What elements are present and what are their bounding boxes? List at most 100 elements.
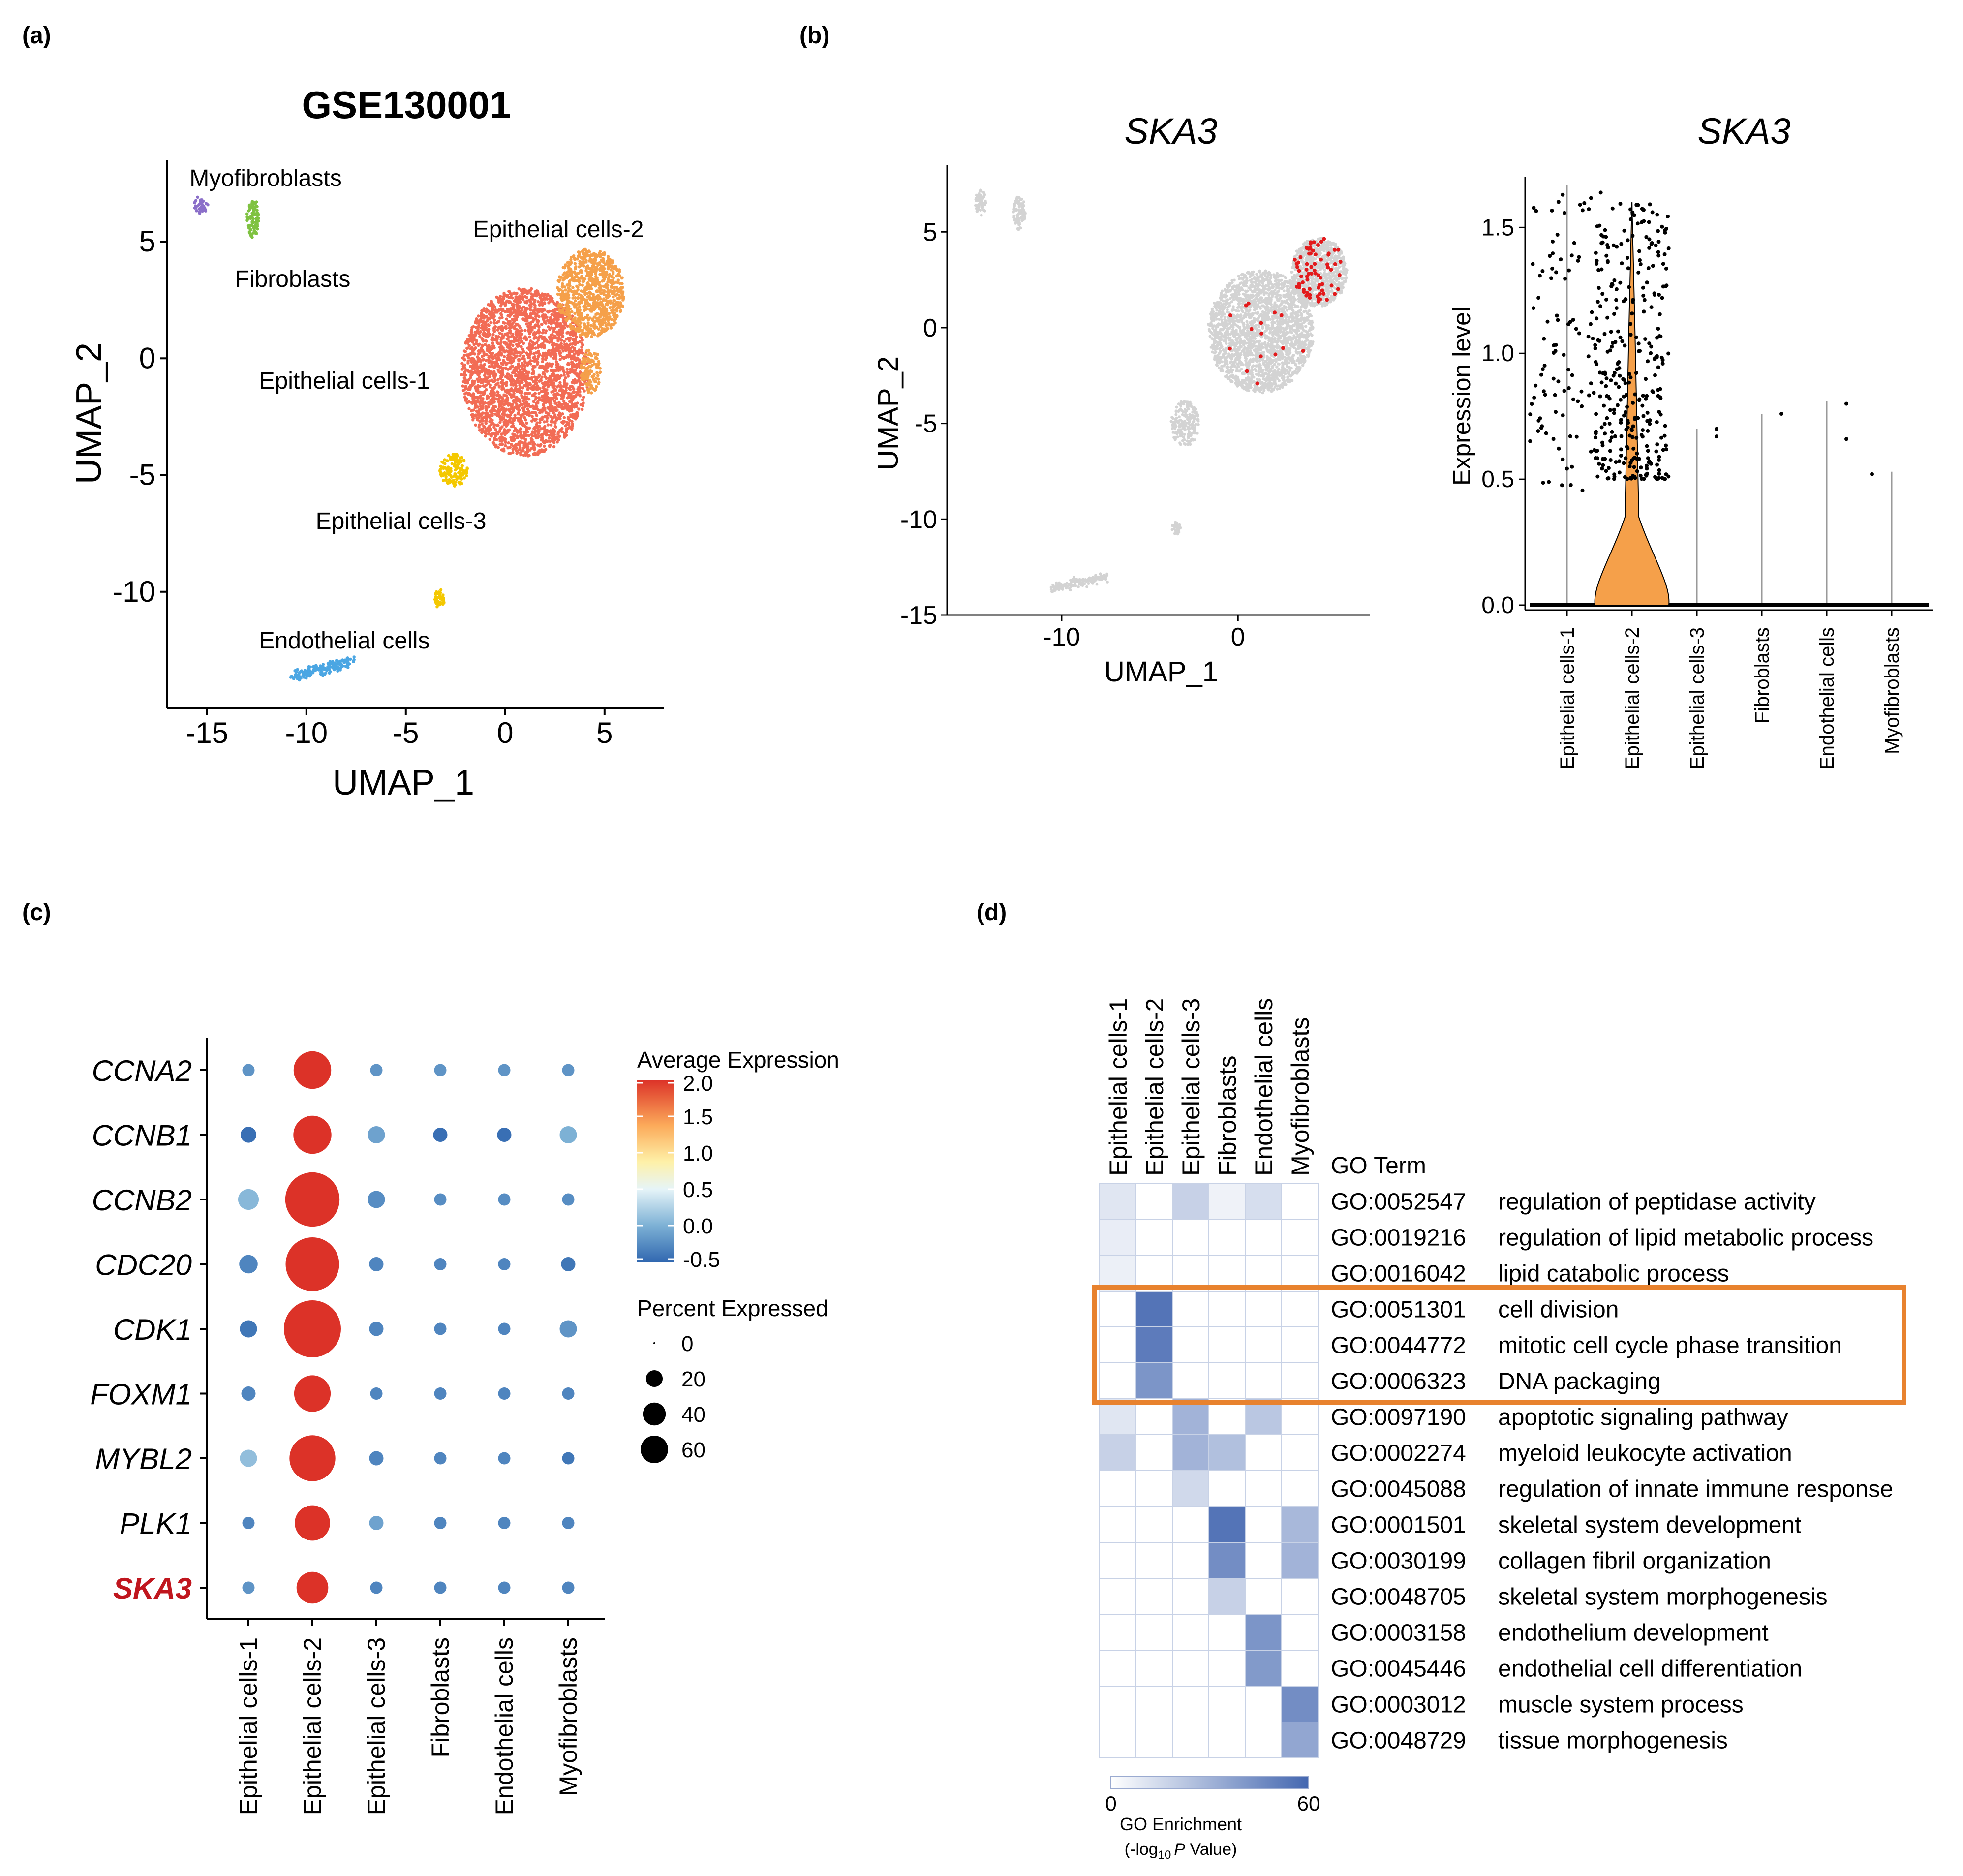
cell-point-epithelial-cells-1 — [504, 424, 508, 428]
cell-point-fibroblasts — [248, 231, 252, 235]
cell-point-epithelial-cells-2 — [575, 273, 578, 277]
cell-point-epithelial-cells-2 — [573, 327, 577, 331]
cell-point-epithelial-cells-1 — [498, 316, 502, 320]
panel-a-y-tick-label: -5 — [129, 459, 155, 492]
cell-point-epithelial-cells-1 — [501, 363, 504, 366]
cell-point-epithelial-cells-2 — [569, 289, 573, 293]
cell-point-epithelial-cells-1 — [538, 365, 542, 368]
cell-point-epithelial-cells-1 — [527, 398, 531, 401]
cell-point-epithelial-cells-1 — [478, 331, 481, 335]
cell-point-epithelial-cells-2 — [561, 273, 565, 277]
cell-point-epithelial-cells-1 — [505, 431, 508, 435]
cell-point-epithelial-cells-2 — [617, 301, 621, 305]
cell-point-epithelial-cells-1 — [486, 348, 490, 351]
cell-point-epithelial-cells-2 — [587, 254, 590, 257]
cell-point-epithelial-cells-1 — [471, 366, 475, 369]
cell-point-endothelial-cells — [296, 668, 299, 672]
cell-point-epithelial-cells-1 — [532, 302, 536, 306]
cell-point-fibroblasts — [255, 200, 258, 204]
cell-point-epithelial-cells-1 — [524, 322, 528, 326]
cell-point-epithelial-cells-1 — [509, 296, 513, 300]
cell-point-epithelial-cells-1 — [524, 307, 527, 310]
cell-point-epithelial-cells-1 — [487, 356, 491, 359]
cell-point-epithelial-cells-1 — [503, 428, 506, 431]
cell-point-epithelial-cells-1 — [532, 406, 536, 410]
cell-point-epithelial-cells-1 — [562, 416, 566, 419]
cell-point-epithelial-cells-1 — [579, 383, 582, 387]
cell-point-epithelial-cells-2 — [594, 275, 598, 278]
cell-point-epithelial-cells-1 — [527, 454, 531, 457]
cluster-label-epithelial-cells-2: Epithelial cells-2 — [473, 216, 644, 243]
cell-point-epithelial-cells-1 — [519, 451, 522, 455]
cell-point-fibroblasts — [253, 212, 257, 215]
cell-point-epithelial-cells-1 — [488, 304, 491, 308]
cell-point-epithelial-cells-2 — [617, 268, 621, 272]
cell-point-epithelial-cells-1 — [570, 427, 574, 431]
cell-point-epithelial-cells-2 — [592, 362, 596, 366]
cell-point-epithelial-cells-2 — [601, 322, 605, 325]
cell-point-background — [1308, 309, 1311, 312]
cell-point-epithelial-cells-1 — [483, 425, 486, 429]
cell-point-epithelial-cells-1 — [466, 354, 470, 358]
cell-point-epithelial-cells-1 — [528, 383, 532, 386]
cell-point-myofibroblasts — [193, 206, 197, 210]
cell-point-epithelial-cells-1 — [477, 416, 481, 420]
cell-point-epithelial-cells-1 — [478, 396, 482, 400]
cell-point-epithelial-cells-1 — [576, 412, 579, 416]
cell-point-epithelial-cells-1 — [471, 350, 475, 354]
cell-point-epithelial-cells-2 — [575, 284, 579, 288]
cell-point-epithelial-cells-1 — [512, 444, 515, 448]
cell-point-epithelial-cells-2 — [603, 293, 606, 297]
cell-point-epithelial-cells-1 — [522, 407, 525, 411]
cell-point-epithelial-cells-1 — [476, 399, 479, 402]
cell-point-epithelial-cells-1 — [573, 346, 577, 350]
cell-point-epithelial-cells-2 — [619, 309, 623, 312]
cell-point-epithelial-cells-1 — [506, 310, 509, 313]
cell-point-epithelial-cells-1 — [463, 358, 466, 362]
cell-point-epithelial-cells-1 — [481, 339, 485, 343]
cell-point-epithelial-cells-1 — [545, 388, 549, 392]
cell-point-epithelial-cells-2 — [586, 327, 590, 331]
cell-point-epithelial-cells-1 — [534, 398, 537, 401]
cell-point-epithelial-cells-1 — [493, 318, 496, 322]
cell-point-epithelial-cells-2 — [601, 303, 605, 307]
cell-point-epithelial-cells-1 — [579, 403, 583, 407]
cell-point-epithelial-cells-2 — [587, 382, 591, 385]
cell-point-epithelial-cells-1 — [488, 413, 492, 417]
cell-point-epithelial-cells-2 — [566, 261, 570, 264]
cell-point-epithelial-cells-1 — [568, 355, 572, 358]
cell-point-epithelial-cells-2 — [571, 296, 575, 300]
cell-point-epithelial-cells-1 — [484, 434, 487, 438]
cell-point-epithelial-cells-1 — [519, 390, 522, 393]
cell-point-epithelial-cells-2 — [589, 369, 592, 373]
cell-point-epithelial-cells-2 — [581, 283, 584, 287]
cell-point-epithelial-cells-1 — [503, 413, 506, 417]
cell-point-epithelial-cells-1 — [566, 363, 570, 366]
cell-point-epithelial-cells-2 — [590, 354, 594, 358]
cell-point-epithelial-cells-1 — [557, 335, 561, 339]
cell-point-epithelial-cells-1 — [548, 336, 552, 340]
cell-point-epithelial-cells-1 — [555, 397, 559, 400]
cell-point-epithelial-cells-1 — [555, 393, 558, 397]
cell-point-epithelial-cells-1 — [510, 407, 514, 410]
cell-point-epithelial-cells-1 — [521, 449, 524, 452]
cell-point-epithelial-cells-1 — [550, 340, 553, 343]
cell-point-epithelial-cells-1 — [558, 381, 562, 385]
cell-point-epithelial-cells-2 — [573, 311, 577, 315]
cell-point-epithelial-cells-1 — [506, 356, 510, 360]
cell-point-epithelial-cells-1 — [554, 357, 558, 361]
cell-point-epithelial-cells-1 — [553, 388, 557, 392]
cell-point-epithelial-cells-1 — [551, 362, 554, 366]
cell-point-epithelial-cells-1 — [502, 291, 506, 295]
cell-point-epithelial-cells-1 — [514, 401, 518, 405]
cell-point-epithelial-cells-1 — [565, 368, 569, 371]
cell-point-epithelial-cells-1 — [569, 336, 572, 339]
cell-point-epithelial-cells-1 — [537, 336, 541, 339]
cell-point-epithelial-cells-1 — [537, 451, 541, 455]
cell-point-epithelial-cells-2 — [584, 300, 587, 303]
cell-point-epithelial-cells-1 — [463, 396, 467, 399]
cell-point-epithelial-cells-1 — [549, 354, 552, 358]
cell-point-epithelial-cells-3 — [455, 453, 459, 457]
cell-point-epithelial-cells-2 — [567, 308, 571, 311]
cell-point-epithelial-cells-2 — [597, 382, 601, 386]
